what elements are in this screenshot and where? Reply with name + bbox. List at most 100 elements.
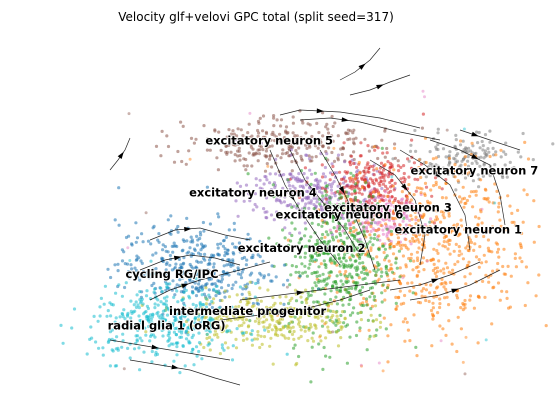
cell-point (216, 212, 220, 216)
cell-point (479, 155, 483, 159)
cell-point (274, 326, 278, 330)
cell-point (315, 274, 319, 278)
cell-point (472, 248, 476, 252)
cell-point (412, 170, 416, 174)
cell-point (180, 272, 184, 276)
cell-point (237, 146, 241, 150)
cell-point (473, 242, 477, 246)
cell-point (296, 192, 300, 196)
cell-point (497, 201, 501, 205)
cell-point (144, 333, 148, 337)
cell-point (433, 176, 438, 180)
cell-point (502, 272, 506, 276)
cell-point (116, 262, 120, 266)
cell-point (208, 342, 212, 346)
cell-point (370, 214, 374, 218)
cell-point (336, 190, 340, 194)
cell-point (316, 146, 320, 150)
cell-point (268, 306, 272, 310)
cell-point (210, 305, 214, 310)
cell-point (402, 180, 407, 184)
cell-point (486, 196, 490, 200)
cell-point (256, 119, 261, 123)
cell-point (299, 328, 303, 332)
cell-point (176, 300, 180, 304)
cell-point (362, 296, 366, 301)
cell-point (148, 339, 152, 343)
cell-point (306, 190, 310, 194)
cell-point (398, 266, 402, 270)
cell-point (179, 263, 183, 267)
cell-point (361, 303, 366, 308)
cell-point (166, 326, 170, 330)
cell-point (241, 134, 245, 138)
cell-point (405, 195, 409, 199)
cell-point (420, 289, 424, 293)
cell-point (140, 297, 144, 301)
cell-point (522, 188, 526, 192)
cell-point (483, 295, 487, 299)
cell-point (342, 265, 346, 270)
cell-point (537, 273, 541, 277)
cell-point (113, 320, 117, 324)
cell-point (321, 134, 325, 138)
cell-point (150, 321, 154, 325)
cell-point (314, 214, 318, 218)
cell-point (204, 302, 208, 306)
cell-point (359, 318, 363, 322)
cell-point (116, 346, 120, 350)
cell-point (377, 192, 381, 196)
cell-point (335, 302, 339, 306)
cell-point (221, 313, 225, 317)
cell-point (498, 298, 502, 302)
cell-point (213, 128, 217, 132)
cell-point (435, 217, 440, 221)
cell-point (172, 308, 176, 312)
cell-point (174, 317, 178, 321)
cell-point (216, 242, 220, 246)
cell-point (274, 172, 278, 176)
outlier-point (122, 367, 126, 371)
cell-point (441, 244, 445, 248)
cell-point (198, 323, 203, 327)
cell-point (303, 329, 307, 333)
cell-point (496, 281, 501, 285)
cell-point (371, 190, 375, 194)
cell-point (166, 144, 171, 149)
cell-point (138, 336, 142, 340)
cell-point (312, 207, 316, 211)
cell-point (486, 147, 490, 151)
cell-point (426, 232, 430, 236)
cell-point (393, 224, 397, 228)
cell-point (289, 148, 293, 152)
cell-point (476, 341, 480, 345)
cell-point (358, 288, 363, 292)
cell-point (383, 289, 387, 293)
cell-point (194, 294, 199, 298)
cell-point (108, 330, 112, 334)
cell-point (437, 185, 442, 189)
cell-point (451, 268, 455, 272)
cell-point (367, 170, 371, 174)
cell-point (136, 322, 140, 326)
cell-point (290, 264, 294, 268)
cell-point (313, 281, 317, 285)
cell-point (513, 252, 518, 256)
cell-point (385, 214, 389, 218)
cell-point (380, 300, 384, 304)
cell-point (304, 244, 308, 248)
cell-point (468, 238, 472, 242)
cell-point (219, 327, 223, 331)
cell-point (358, 310, 363, 315)
cell-point (371, 218, 375, 222)
cell-point (330, 150, 334, 155)
cell-point (135, 269, 139, 273)
cell-point (484, 273, 488, 277)
cell-point (242, 321, 246, 325)
cell-point (301, 186, 306, 190)
cell-point (154, 328, 158, 332)
cell-point (313, 242, 318, 247)
cell-point (371, 319, 375, 323)
cell-point (469, 190, 473, 194)
cell-point (303, 255, 307, 259)
